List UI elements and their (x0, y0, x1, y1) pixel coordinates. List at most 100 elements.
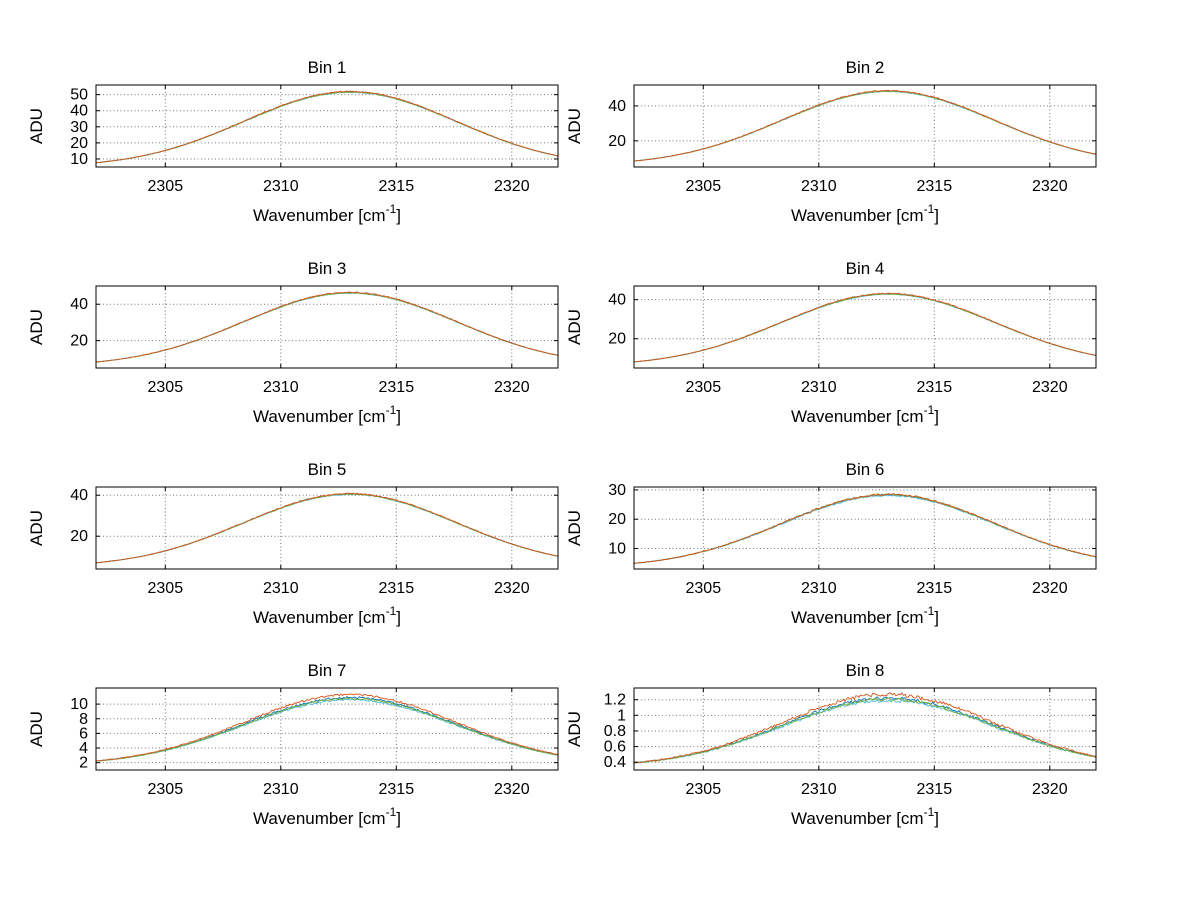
x-axis-label-close: ] (934, 608, 939, 627)
y-tick-label: 6 (79, 725, 88, 742)
x-axis-label-superscript: -1 (924, 202, 935, 216)
y-tick-label: 40 (608, 98, 626, 115)
y-tick-label: 20 (608, 133, 626, 150)
x-tick-label: 2315 (917, 178, 953, 195)
x-axis-label-close: ] (396, 407, 401, 426)
x-axis-label: Wavenumber [cm-1] (791, 604, 939, 627)
y-tick-label: 20 (70, 528, 88, 545)
axis-frame (95, 486, 559, 570)
y-axis-label: ADU (565, 108, 584, 144)
y-axis-label: ADU (565, 711, 584, 747)
y-tick-label: 10 (70, 696, 88, 713)
x-axis-label: Wavenumber [cm-1] (791, 202, 939, 225)
x-axis-label: Wavenumber [cm-1] (253, 403, 401, 426)
y-tick-label: 40 (608, 292, 626, 309)
subplot-bin-3: Bin 3 2305 2310 2315 2320 20 40 Wavenumber [cm-… (27, 259, 559, 426)
y-tick-label: 0.8 (604, 723, 626, 740)
x-tick-label: 2305 (686, 580, 722, 597)
subplot-title: Bin 7 (308, 661, 347, 680)
x-tick-label: 2315 (379, 178, 415, 195)
y-tick-label: 20 (70, 135, 88, 152)
x-axis-label-base: Wavenumber [cm (253, 809, 386, 828)
axis-frame (633, 687, 1097, 771)
x-axis-label-close: ] (396, 809, 401, 828)
x-tick-label: 2320 (1032, 379, 1068, 396)
y-tick-label: 10 (70, 151, 88, 168)
x-axis-label: Wavenumber [cm-1] (791, 403, 939, 426)
x-axis-label-close: ] (934, 407, 939, 426)
x-tick-label: 2320 (494, 580, 530, 597)
axis-frame (95, 84, 559, 168)
y-axis-label: ADU (565, 510, 584, 546)
x-tick-label: 2320 (494, 178, 530, 195)
subplot-title: Bin 8 (846, 661, 885, 680)
subplot-title: Bin 1 (308, 58, 347, 77)
y-tick-label: 4 (79, 740, 88, 757)
x-axis-label-base: Wavenumber [cm (253, 407, 386, 426)
x-tick-label: 2320 (1032, 781, 1068, 798)
y-tick-label: 20 (608, 331, 626, 348)
subplot-title: Bin 5 (308, 460, 347, 479)
x-tick-label: 2320 (1032, 178, 1068, 195)
y-tick-label: 30 (70, 119, 88, 136)
x-axis-label: Wavenumber [cm-1] (791, 805, 939, 828)
x-tick-label: 2305 (686, 178, 722, 195)
y-tick-label: 40 (70, 103, 88, 120)
x-axis-label-superscript: -1 (924, 604, 935, 618)
y-tick-label: 2 (79, 755, 88, 772)
x-axis-label-base: Wavenumber [cm (253, 608, 386, 627)
subplot-title: Bin 3 (308, 259, 347, 278)
y-tick-label: 0.6 (604, 739, 626, 756)
data-trace-orange (95, 492, 559, 564)
x-tick-label: 2310 (263, 580, 299, 597)
axis-frame (95, 687, 559, 771)
x-tick-label: 2315 (917, 781, 953, 798)
x-tick-label: 2305 (148, 178, 184, 195)
subplot-title: Bin 4 (846, 259, 885, 278)
y-tick-label: 20 (608, 511, 626, 528)
y-tick-label: 30 (608, 482, 626, 499)
subplot-title: Bin 6 (846, 460, 885, 479)
y-tick-label: 8 (79, 711, 88, 728)
x-tick-label: 2320 (494, 379, 530, 396)
x-axis-label: Wavenumber [cm-1] (253, 805, 401, 828)
x-axis-label-base: Wavenumber [cm (791, 407, 924, 426)
x-axis-label-base: Wavenumber [cm (791, 608, 924, 627)
subplot-bin-2: Bin 2 2305 2310 2315 2320 20 40 Wavenumber [cm-… (565, 58, 1097, 225)
axis-frame (633, 84, 1097, 168)
data-trace-orange (633, 692, 1097, 764)
x-axis-label: Wavenumber [cm-1] (253, 604, 401, 627)
x-axis-label-base: Wavenumber [cm (791, 809, 924, 828)
x-axis-label-close: ] (934, 206, 939, 225)
x-tick-label: 2305 (686, 379, 722, 396)
y-tick-label: 1.2 (604, 692, 626, 709)
axis-frame (633, 285, 1097, 369)
y-axis-label: ADU (565, 309, 584, 345)
x-axis-label-base: Wavenumber [cm (791, 206, 924, 225)
x-axis-label-superscript: -1 (386, 604, 397, 618)
x-axis-label-superscript: -1 (386, 202, 397, 216)
y-tick-label: 40 (70, 296, 88, 313)
y-tick-label: 50 (70, 87, 88, 104)
x-tick-label: 2315 (917, 379, 953, 396)
x-tick-label: 2310 (801, 781, 837, 798)
axis-frame (633, 486, 1097, 570)
x-tick-label: 2315 (379, 379, 415, 396)
data-trace-orange (633, 89, 1097, 162)
x-tick-label: 2310 (801, 379, 837, 396)
x-tick-label: 2310 (801, 580, 837, 597)
y-tick-label: 20 (70, 333, 88, 350)
y-axis-label: ADU (27, 711, 46, 747)
x-axis-label-close: ] (396, 206, 401, 225)
subplot-bin-5: Bin 5 2305 2310 2315 2320 20 40 Wavenumber [cm-… (27, 460, 559, 627)
x-tick-label: 2315 (379, 781, 415, 798)
subplot-title: Bin 2 (846, 58, 885, 77)
y-tick-label: 10 (608, 541, 626, 558)
x-tick-label: 2305 (148, 379, 184, 396)
x-tick-label: 2320 (494, 781, 530, 798)
x-tick-label: 2305 (148, 580, 184, 597)
